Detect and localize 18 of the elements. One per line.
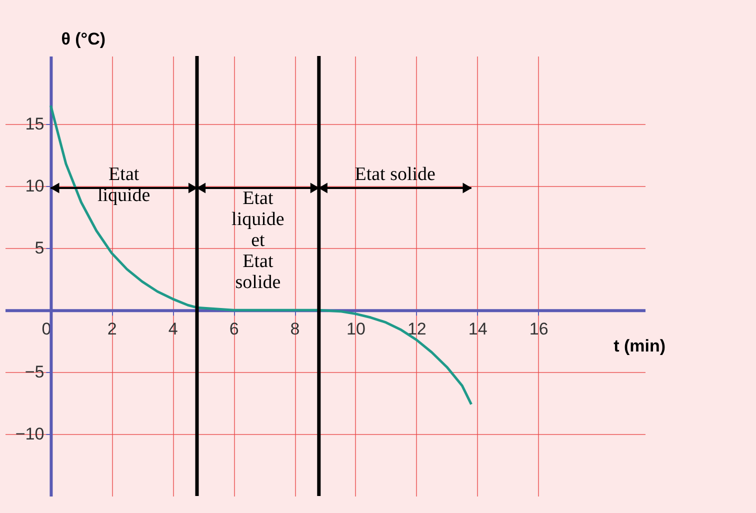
y-tick-label: −10 (15, 424, 44, 444)
y-tick-label: −5 (24, 362, 44, 382)
x-axis-title: t (min) (614, 336, 666, 356)
x-tick-label: 10 (346, 320, 366, 339)
annotation: Etat solide (354, 164, 436, 185)
x-tick-label: 4 (168, 320, 178, 339)
y-tick-label: 15 (25, 114, 44, 134)
y-tick-label: 5 (34, 238, 44, 258)
x-tick-label: 8 (290, 320, 300, 339)
x-tick-label: 12 (407, 320, 426, 339)
y-axis-title: θ (°C) (61, 30, 106, 48)
annotation: Etat liquide (97, 164, 150, 206)
x-tick-label: 14 (468, 320, 488, 339)
annotation: Etat liquide et Etat solide (232, 188, 284, 293)
y-tick-label: 10 (25, 176, 44, 196)
x-tick-label: 16 (529, 320, 548, 339)
x-tick-label: 6 (229, 320, 239, 339)
x-tick-label: 2 (107, 320, 117, 339)
